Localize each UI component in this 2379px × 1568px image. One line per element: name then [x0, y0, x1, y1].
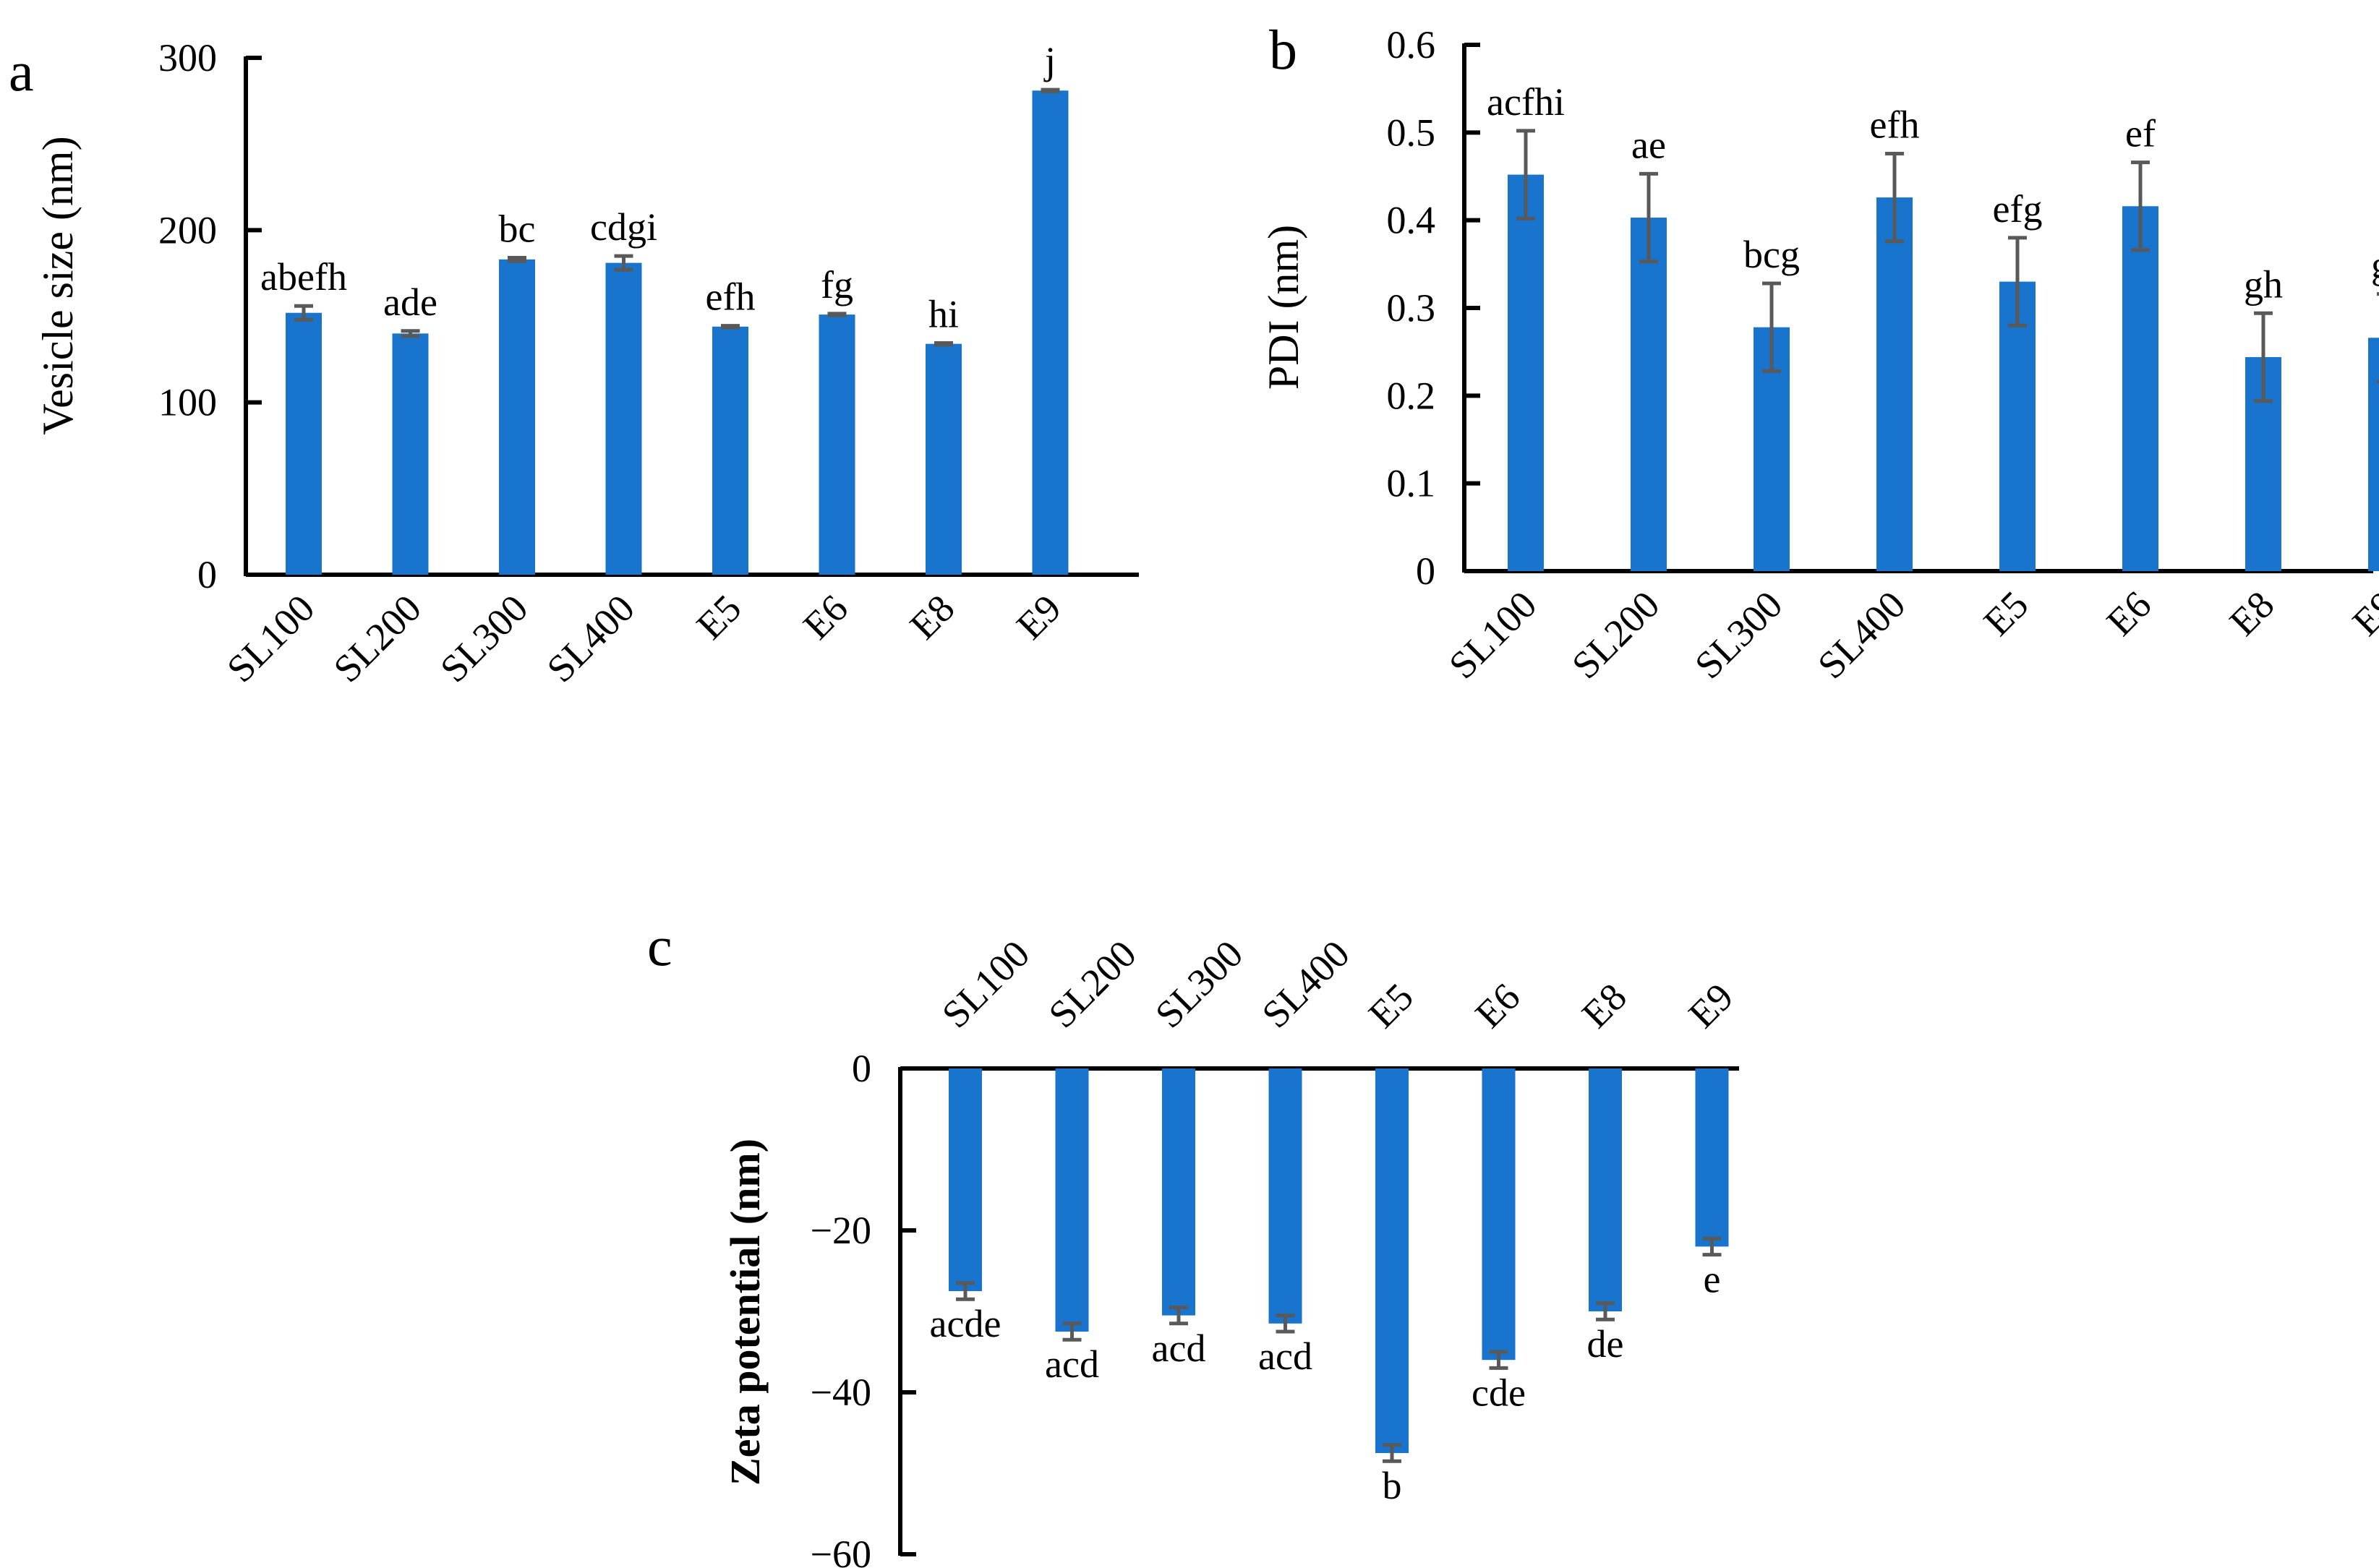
- significance-label: b: [1383, 1464, 1402, 1507]
- bar-e6: [819, 314, 855, 575]
- y-tick-label: 0.6: [1387, 23, 1436, 67]
- y-tick-label: −40: [811, 1371, 871, 1414]
- significance-label: acd: [1258, 1334, 1312, 1378]
- significance-label: abefh: [260, 255, 347, 299]
- significance-label: acfhi: [1487, 80, 1565, 124]
- significance-label: ae: [1631, 123, 1666, 166]
- bar-e6: [2122, 206, 2158, 571]
- error-bar-e5: [2008, 236, 2027, 327]
- y-axis-title: Zeta potential (nm): [722, 1139, 769, 1486]
- y-tick-label: 0.3: [1387, 286, 1436, 330]
- error-bar-e8: [934, 340, 953, 347]
- error-bar-sl300: [1169, 1305, 1188, 1326]
- y-tick-label: 0: [197, 553, 217, 596]
- significance-label: gh: [2244, 262, 2283, 306]
- error-bar-e6: [2131, 160, 2150, 252]
- y-tick-label: 0: [852, 1047, 871, 1090]
- bar-sl300: [499, 259, 535, 575]
- error-bar-e5: [721, 324, 740, 330]
- y-tick-label: 0.2: [1387, 374, 1436, 417]
- y-tick-label: 100: [158, 381, 217, 424]
- significance-label: ef: [2125, 112, 2156, 155]
- bar-e9: [1695, 1068, 1729, 1247]
- error-bar-e8: [2254, 311, 2273, 403]
- bar-sl200: [1055, 1068, 1089, 1332]
- error-bar-e6: [827, 312, 847, 317]
- significance-label: fg: [821, 263, 853, 307]
- error-bar-sl200: [1639, 171, 1658, 264]
- y-tick-label: 0.5: [1387, 111, 1436, 154]
- panel-letter: c: [647, 914, 672, 977]
- error-bar-sl300: [508, 255, 526, 263]
- panel-letter: a: [9, 40, 34, 103]
- y-tick-label: −20: [811, 1209, 871, 1252]
- significance-label: gi: [2371, 244, 2379, 287]
- significance-label: de: [1587, 1322, 1624, 1366]
- significance-label: cde: [1472, 1371, 1526, 1414]
- bar-e5: [1999, 281, 2036, 571]
- significance-label: acde: [930, 1302, 1001, 1345]
- error-bar-sl100: [1516, 129, 1535, 220]
- bar-sl400: [605, 262, 642, 575]
- bar-sl100: [286, 312, 322, 575]
- y-tick-label: 0.4: [1387, 199, 1436, 242]
- bar-sl400: [1268, 1068, 1302, 1324]
- y-tick-label: 0.1: [1387, 462, 1436, 505]
- significance-label: ade: [383, 280, 437, 324]
- significance-label: bc: [499, 207, 536, 250]
- significance-label: efg: [1993, 187, 2043, 231]
- y-tick-label: −60: [811, 1533, 871, 1568]
- error-bar-sl200: [401, 329, 420, 338]
- bar-e8: [926, 343, 962, 575]
- bar-sl100: [949, 1068, 982, 1291]
- bar-sl100: [1508, 174, 1544, 571]
- bar-e5: [712, 326, 748, 575]
- significance-label: hi: [928, 292, 959, 335]
- error-bar-e9: [1702, 1236, 1722, 1257]
- significance-label: efh: [706, 275, 756, 319]
- error-bar-e6: [1489, 1350, 1508, 1370]
- significance-label: efh: [1870, 103, 1920, 146]
- error-bar-e5: [1383, 1443, 1401, 1463]
- error-bar-sl300: [1762, 281, 1781, 373]
- significance-label: e: [1704, 1258, 1721, 1301]
- bar-sl300: [1162, 1068, 1195, 1316]
- bar-e9: [2368, 338, 2379, 571]
- error-bar-sl200: [1062, 1321, 1082, 1342]
- error-bar-sl100: [956, 1281, 975, 1301]
- y-tick-label: 0: [1416, 549, 1435, 593]
- bar-e8: [1589, 1068, 1622, 1311]
- bar-sl200: [392, 333, 429, 575]
- error-bar-sl400: [1276, 1314, 1295, 1334]
- error-bar-e8: [1596, 1301, 1615, 1321]
- y-tick-label: 300: [158, 36, 217, 80]
- bar-sl200: [1631, 218, 1667, 571]
- error-bar-sl400: [1885, 151, 1904, 244]
- y-axis-title: Vesicle size (nm): [34, 136, 82, 434]
- error-bar-sl400: [614, 254, 633, 272]
- y-tick-label: 200: [158, 208, 217, 252]
- error-bar-e9: [1041, 87, 1060, 93]
- significance-label: j: [1043, 39, 1056, 82]
- significance-label: acd: [1152, 1327, 1206, 1370]
- panel-letter: b: [1269, 18, 1297, 81]
- significance-label: cdgi: [590, 205, 657, 249]
- y-axis-title: PDI (nm): [1260, 225, 1307, 390]
- significance-label: acd: [1045, 1342, 1099, 1386]
- error-bar-sl100: [294, 304, 313, 322]
- bar-e9: [1032, 90, 1069, 575]
- bar-sl400: [1876, 197, 1913, 571]
- bar-e5: [1375, 1068, 1409, 1453]
- bar-e6: [1482, 1068, 1516, 1361]
- significance-label: bcg: [1743, 233, 1800, 276]
